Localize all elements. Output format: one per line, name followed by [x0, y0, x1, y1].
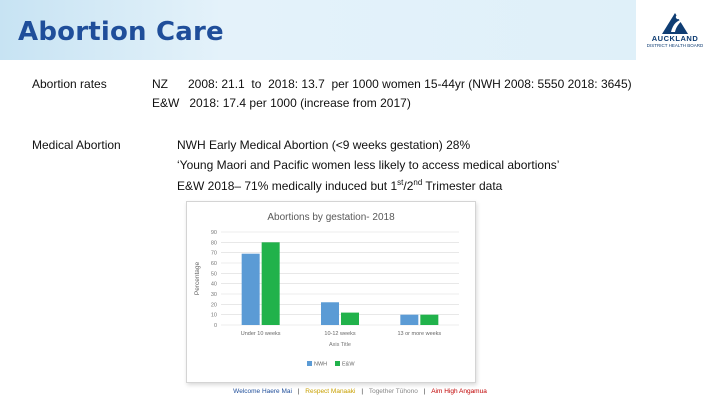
medical-abortion-line-1: NWH Early Medical Abortion (<9 weeks ges…: [177, 138, 471, 152]
legend-swatch: [335, 361, 340, 366]
bar-nwh: [400, 314, 419, 325]
y-tick-label: 0: [214, 323, 217, 329]
bar-nwh: [241, 253, 260, 325]
row-label-medical-abortion: Medical Abortion: [32, 138, 121, 152]
legend-label: E&W: [342, 362, 355, 368]
footer-sep-2: |: [361, 388, 364, 395]
footer-sep-1: |: [297, 388, 300, 395]
bar-e-w: [261, 242, 280, 325]
y-tick-label: 80: [211, 240, 217, 246]
bar-chart: Abortions by gestation- 2018 0 10 20 30 40 50 6…: [194, 212, 459, 368]
y-axis-label: Percentage: [194, 261, 201, 295]
y-tick-label: 90: [211, 230, 217, 236]
y-tick-label: 30: [211, 292, 217, 298]
values-footer: Welcome Haere Mai | Respect Manaaki | To…: [0, 388, 720, 395]
auckland-dhb-logo: AUCKLAND DISTRICT HEALTH BOARD: [640, 10, 710, 54]
footer-together: Together Tūhono: [368, 388, 418, 395]
x-tick-label: 10-12 weeks: [324, 331, 355, 337]
footer-welcome: Welcome Haere Mai: [233, 388, 292, 395]
bar-e-w: [341, 312, 359, 325]
legend-label: NWH: [314, 362, 327, 368]
x-axis-label: Axis Title: [329, 342, 351, 348]
auckland-logo-icon: [662, 13, 688, 34]
page-title: Abortion Care: [18, 17, 224, 47]
logo-name: AUCKLAND: [651, 34, 699, 43]
y-tick-label: 40: [211, 282, 217, 288]
abortion-rates-line-2: E&W 2018: 17.4 per 1000 (increase from 2…: [152, 96, 411, 110]
footer-aim-high: Aim High Angamua: [431, 388, 487, 395]
bar-nwh: [321, 302, 339, 325]
gestation-chart: Abortions by gestation- 2018 0 10 20 30 40 50 6…: [186, 201, 476, 383]
footer-sep-3: |: [423, 388, 426, 395]
title-banner: Abortion Care: [0, 0, 636, 60]
bar-e-w: [420, 314, 439, 325]
legend-swatch: [307, 361, 312, 366]
row-label-abortion-rates: Abortion rates: [32, 77, 107, 91]
logo-tagline: DISTRICT HEALTH BOARD: [646, 43, 704, 48]
x-tick-label: 13 or more weeks: [397, 331, 441, 337]
y-tick-label: 50: [211, 271, 217, 277]
y-tick-label: 10: [211, 313, 217, 319]
y-tick-label: 20: [211, 302, 217, 308]
chart-title: Abortions by gestation- 2018: [267, 212, 395, 223]
abortion-rates-line-1: NZ 2008: 21.1 to 2018: 13.7 per 1000 wom…: [152, 77, 632, 91]
footer-respect: Respect Manaaki: [305, 388, 356, 395]
medical-abortion-line-3: E&W 2018– 71% medically induced but 1st/…: [177, 178, 503, 193]
medical-abortion-line-2: ‘Young Maori and Pacific women less like…: [177, 158, 560, 172]
y-tick-label: 70: [211, 251, 217, 257]
x-tick-label: Under 10 weeks: [241, 331, 281, 337]
y-tick-label: 60: [211, 261, 217, 267]
